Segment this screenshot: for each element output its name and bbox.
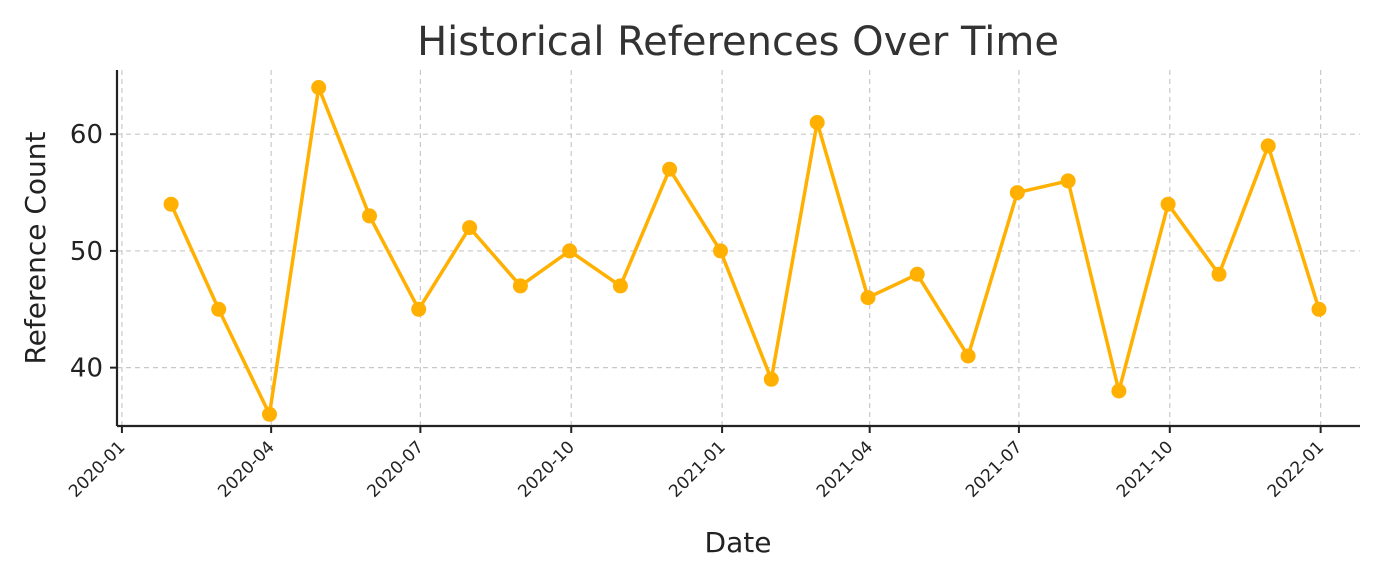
data-point [713, 243, 728, 259]
data-point [311, 80, 327, 95]
series-line [169, 85, 1321, 417]
data-point [362, 208, 377, 224]
x-tick-label: 2020-10 [514, 437, 578, 501]
data-point [1260, 138, 1276, 154]
axes [110, 70, 1360, 433]
data-point [960, 348, 976, 364]
grid [117, 70, 1360, 426]
data-point [462, 220, 478, 236]
y-tick-label: 40 [70, 354, 103, 384]
data-series [163, 80, 1327, 422]
data-point [1211, 266, 1227, 282]
y-tick-label: 50 [70, 237, 103, 267]
y-tick-label: 60 [70, 120, 103, 150]
data-point [1060, 173, 1076, 189]
data-point [612, 278, 628, 294]
data-point [909, 266, 925, 282]
data-point [512, 278, 528, 294]
x-tick-label: 2021-10 [1113, 437, 1177, 501]
x-tick-label: 2022-01 [1264, 437, 1328, 501]
x-tick-label: 2020-04 [214, 437, 278, 501]
data-point [860, 290, 876, 306]
data-point [1009, 185, 1025, 201]
data-point [1111, 383, 1127, 399]
x-tick-label: 2021-01 [665, 437, 729, 501]
data-point [262, 406, 277, 422]
y-axis-label: Reference Count [19, 131, 52, 364]
data-point [809, 115, 825, 130]
x-tick-label: 2020-01 [65, 437, 129, 501]
chart-title: Historical References Over Time [417, 19, 1059, 65]
data-point [662, 161, 678, 177]
x-tick-label: 2020-07 [364, 437, 428, 501]
data-point [1160, 196, 1176, 212]
data-point [763, 371, 779, 387]
data-point [562, 243, 578, 259]
x-tick-label: 2021-07 [962, 437, 1026, 501]
x-tick-label: 2021-04 [813, 437, 877, 501]
data-point [1311, 301, 1327, 317]
x-axis-label: Date [705, 526, 772, 559]
data-point [163, 196, 179, 212]
data-point [211, 301, 227, 317]
data-point [411, 301, 427, 317]
